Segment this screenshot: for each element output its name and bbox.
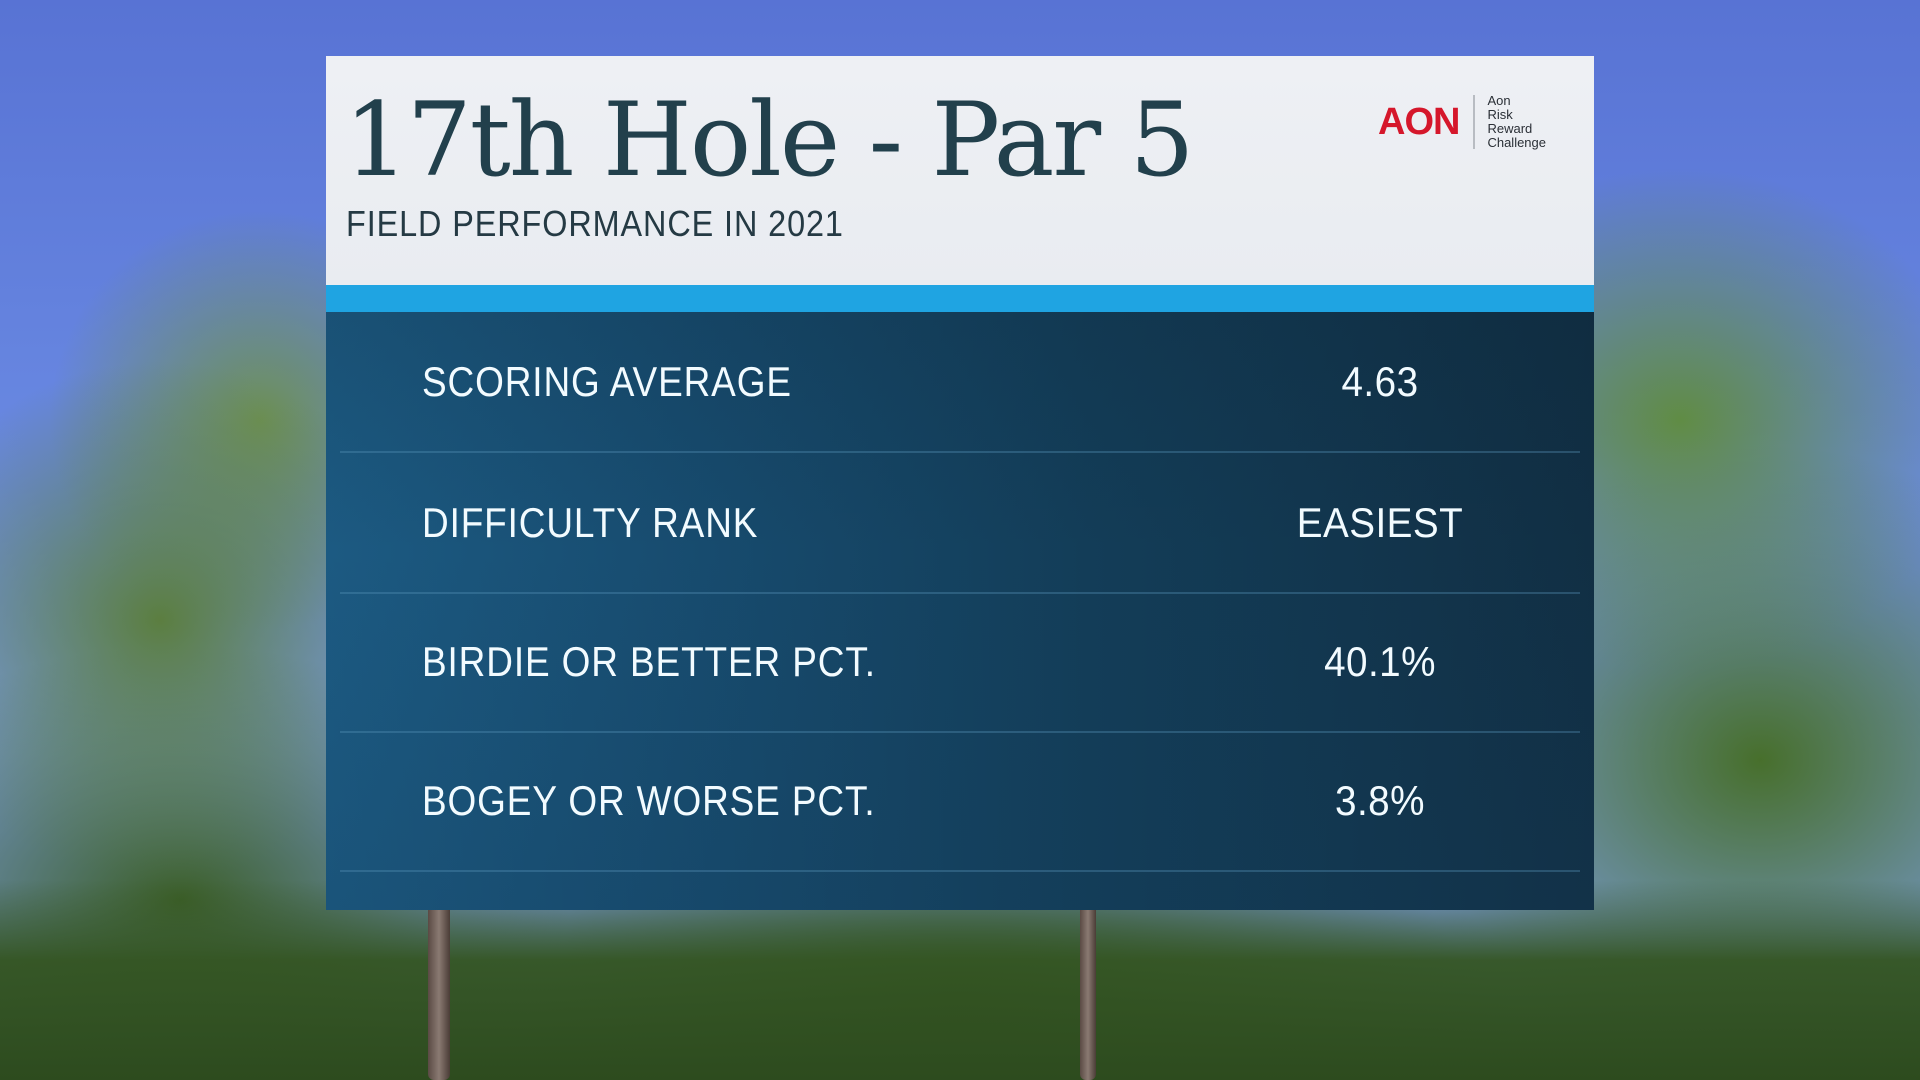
- stat-label: DIFFICULTY RANK: [422, 498, 759, 546]
- stat-label: BIRDIE OR BETTER PCT.: [422, 637, 876, 685]
- stat-value: 4.63: [1341, 357, 1419, 405]
- sponsor-line: Reward: [1487, 121, 1533, 136]
- aon-logo-icon: AON: [1378, 100, 1460, 143]
- tree-trunk: [428, 890, 450, 1080]
- stat-row-birdie-or-better: BIRDIE OR BETTER PCT. 40.1%: [340, 592, 1580, 733]
- graphic-header: 17th Hole - Par 5 FIELD PERFORMANCE IN 2…: [326, 56, 1594, 285]
- stat-label: BOGEY OR WORSE PCT.: [422, 776, 876, 824]
- accent-bar: [326, 285, 1594, 312]
- sponsor-line: Challenge: [1487, 135, 1546, 150]
- background-foliage: [0, 880, 1920, 1080]
- stat-value: 40.1%: [1324, 637, 1436, 685]
- stat-value: EASIEST: [1296, 498, 1464, 546]
- stat-label: SCORING AVERAGE: [422, 357, 792, 405]
- hole-title: 17th Hole - Par 5: [344, 81, 1194, 200]
- tree-trunk: [1080, 890, 1096, 1080]
- stat-row-bogey-or-worse: BOGEY OR WORSE PCT. 3.8%: [340, 731, 1580, 872]
- graphic-subtitle: FIELD PERFORMANCE IN 2021: [346, 203, 844, 244]
- stat-row-scoring-average: SCORING AVERAGE 4.63: [340, 312, 1580, 453]
- hole-stats-graphic: 17th Hole - Par 5 FIELD PERFORMANCE IN 2…: [326, 56, 1594, 910]
- stat-row-difficulty-rank: DIFFICULTY RANK EASIEST: [340, 453, 1580, 594]
- stat-value: 3.8%: [1335, 776, 1425, 824]
- sponsor-logo: AON Aon Risk Reward Challenge: [1378, 92, 1546, 152]
- sponsor-name: Aon Risk Reward Challenge: [1487, 94, 1546, 150]
- logo-divider: [1473, 95, 1476, 149]
- stats-table: SCORING AVERAGE 4.63 DIFFICULTY RANK EAS…: [326, 312, 1594, 910]
- sponsor-line: Risk: [1487, 107, 1513, 122]
- sponsor-line: Aon: [1487, 93, 1511, 108]
